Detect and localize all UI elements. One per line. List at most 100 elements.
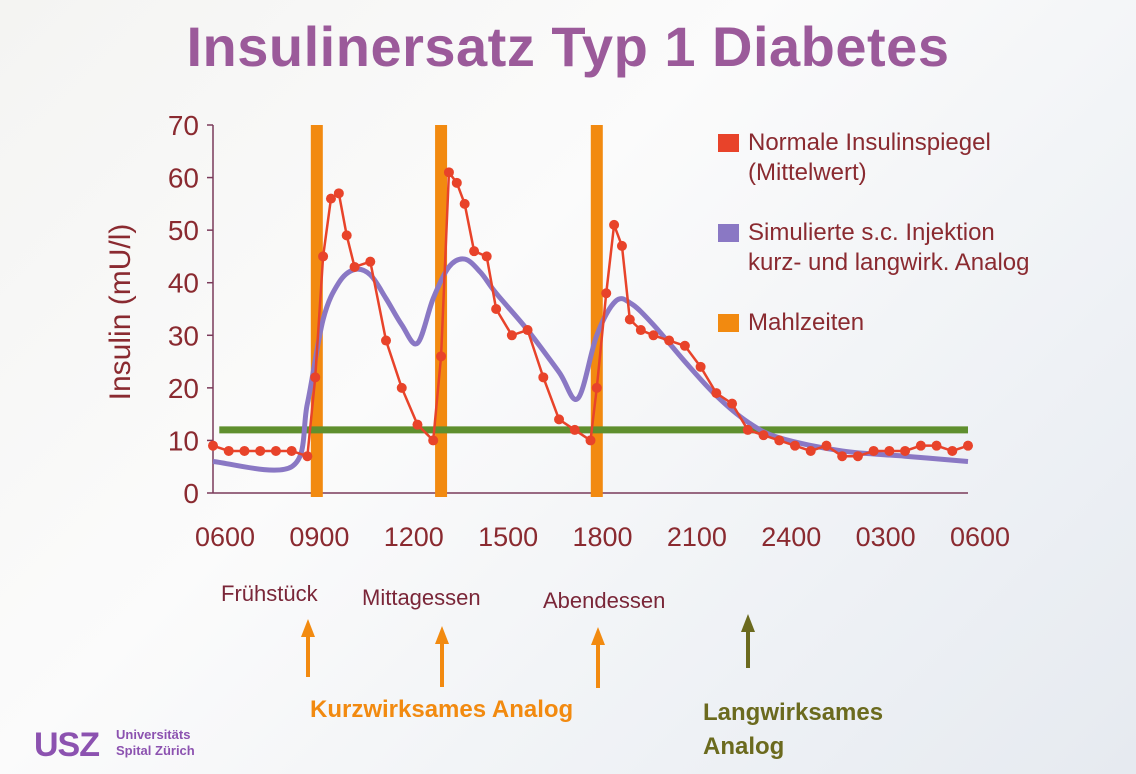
series-normal-point (506, 330, 517, 341)
series-normal-point (915, 440, 926, 451)
y-tick-label: 0 (183, 478, 199, 509)
meal-bar (310, 125, 323, 497)
y-tick-label: 20 (168, 373, 199, 404)
series-normal-point (852, 451, 863, 462)
series-normal-point (900, 445, 911, 456)
series-normal-point (325, 193, 336, 204)
long-acting-line-2: Analog (703, 733, 785, 760)
series-normal-point (459, 198, 470, 209)
legend-label: kurz- und langwirk. Analog (748, 249, 1030, 276)
series-normal-point (333, 188, 344, 199)
series-normal-point (963, 440, 973, 451)
series-normal-point (469, 246, 480, 257)
axes (207, 124, 968, 494)
series-normal-point (742, 424, 753, 435)
logo-line-2: Spital Zürich (116, 743, 195, 758)
series-normal-point (443, 167, 454, 178)
legend-label: (Mittelwert) (748, 159, 867, 186)
y-tick-label: 70 (168, 110, 199, 141)
x-tick-label: 1200 (384, 522, 444, 552)
series-normal-point (365, 256, 376, 267)
series-normal-point (428, 435, 439, 446)
y-tick-label: 50 (168, 215, 199, 246)
series-normal-point (396, 382, 407, 393)
series-normal-point (664, 335, 675, 346)
x-tick-label: 1800 (572, 522, 632, 552)
x-tick-label: 1500 (478, 522, 538, 552)
series-normal-point (554, 414, 565, 425)
short-acting-label: Kurzwirksames Analog (310, 696, 574, 723)
series-simulated-line (212, 256, 969, 473)
series-normal-point (569, 424, 580, 435)
slide-title: Insulinersatz Typ 1 Diabetes (186, 15, 950, 78)
arrow-long-acting-icon-head (741, 614, 755, 632)
series-normal-point (381, 335, 392, 346)
y-tick-label: 30 (168, 320, 199, 351)
x-tick-label: 0900 (289, 522, 349, 552)
series-normal-point (255, 445, 266, 456)
series-normal-point (208, 440, 218, 451)
series-normal-point (821, 440, 832, 451)
series-normal-point (223, 445, 234, 456)
series-normal-point (491, 304, 502, 314)
series-normal-point (931, 440, 942, 451)
x-tick-label: 2400 (761, 522, 821, 552)
meal-label-breakfast: Frühstück (221, 581, 318, 606)
logo-mark: USZ (34, 726, 100, 764)
series-normal-point (695, 361, 706, 372)
legend-swatch-simulated (718, 224, 739, 242)
y-tick-label: 40 (168, 268, 199, 299)
y-axis-label: Insulin (mU/l) (104, 224, 137, 401)
y-tick-label: 10 (168, 425, 199, 456)
series-normal-point (239, 445, 250, 456)
series-normal-point (805, 445, 816, 456)
series-normal-point (522, 325, 533, 336)
tick-labels: 0 10 20 30 40 50 60 70 0600 0900 1200 1500 1800 2100 2… (168, 110, 1010, 552)
x-tick-label: 0300 (856, 522, 916, 552)
series-normal-point (648, 330, 659, 341)
series-normal-point (349, 261, 360, 272)
long-acting-line-1: Langwirksames (703, 699, 884, 726)
series-normal-point (310, 372, 321, 383)
meal-bar (435, 125, 448, 497)
y-tick-label: 60 (168, 163, 199, 194)
series-normal-point (947, 445, 958, 456)
series-normal-point (286, 445, 297, 456)
series-normal-point (270, 445, 281, 456)
series-normal-point (302, 451, 313, 462)
series-normal-point (601, 288, 612, 299)
meal-label-dinner: Abendessen (543, 588, 666, 613)
series-normal-point (727, 398, 738, 409)
legend-swatch-meals (718, 314, 739, 332)
logo-line-1: Universitäts (116, 727, 191, 742)
series-normal-point (591, 382, 602, 393)
series-normal-point (436, 351, 447, 362)
series-normal-point (412, 419, 423, 430)
series-normal-point (624, 314, 635, 325)
legend-swatch-normal (718, 134, 739, 152)
series-normal-point (341, 230, 352, 241)
series-normal-point (616, 240, 627, 251)
arrow-dinner-icon-head (591, 627, 605, 645)
series-normal-point (679, 340, 690, 351)
series-normal-point (609, 219, 620, 230)
series-normal-point (884, 445, 895, 456)
series-normal-point (868, 445, 879, 456)
series-lines (208, 167, 973, 473)
series-normal-point (538, 372, 549, 383)
long-acting-label: Langwirksames Analog (703, 696, 883, 764)
series-normal-point (758, 430, 769, 441)
x-tick-label: 0600 (195, 522, 255, 552)
series-normal-point (789, 440, 800, 451)
series-normal-point (774, 435, 785, 446)
series-normal-point (318, 251, 329, 262)
x-tick-label: 2100 (667, 522, 727, 552)
arrow-lunch-icon-head (435, 626, 449, 644)
meal-label-lunch: Mittagessen (362, 585, 481, 610)
legend-label: Mahlzeiten (748, 309, 865, 336)
legend-label: Normale Insulinspiegel (748, 129, 991, 156)
series-normal-point (451, 177, 462, 188)
arrow-breakfast-icon-head (301, 619, 315, 637)
series-normal-point (837, 451, 848, 462)
